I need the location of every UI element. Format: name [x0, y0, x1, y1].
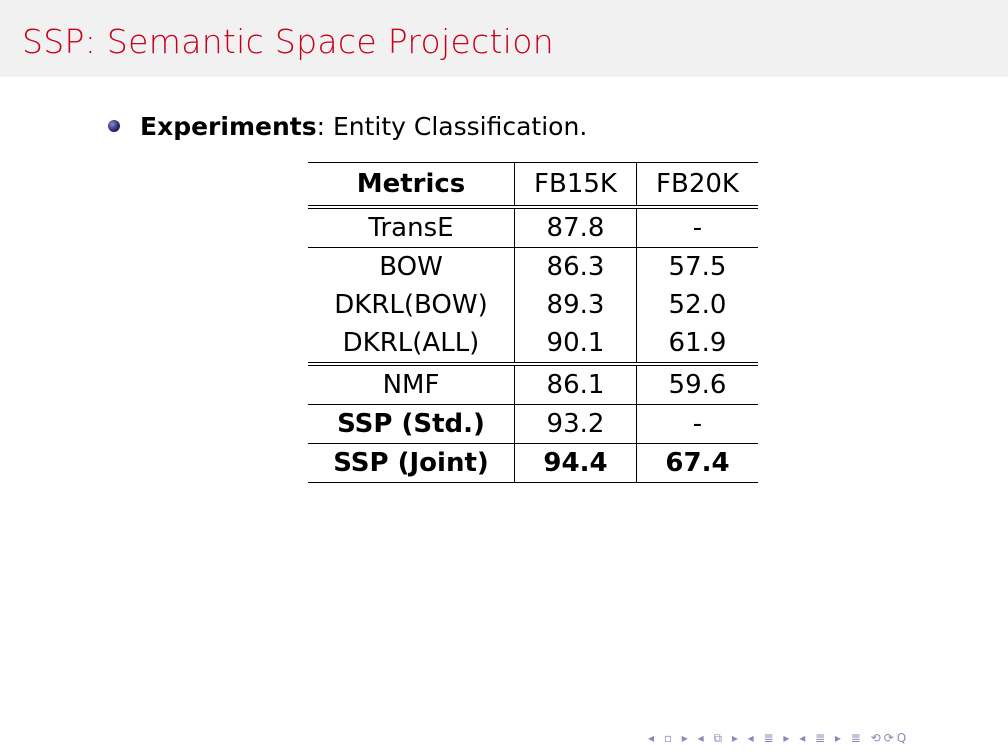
row-fb15k: 93.2: [514, 404, 637, 444]
row-method: DKRL(BOW): [308, 286, 515, 324]
row-fb20k: 61.9: [636, 324, 758, 366]
row-fb15k: 86.3: [514, 247, 637, 286]
row-fb20k: 59.6: [636, 364, 758, 405]
table-row: TransE 87.8 -: [308, 207, 758, 248]
table-row: DKRL(ALL) 90.1 61.9: [308, 324, 758, 366]
header-metrics: Metrics: [308, 162, 515, 209]
bullet-rest-label: : Entity Classification.: [316, 112, 588, 141]
slide-header: SSP: Semantic Space Projection: [0, 0, 1008, 77]
row-fb20k: 52.0: [668, 290, 727, 320]
row-method: SSP (Joint): [308, 443, 515, 483]
table-row: NMF 86.1 59.6: [308, 364, 758, 405]
table-row: DKRL(BOW) 89.3 52.0: [308, 286, 758, 324]
row-method: NMF: [308, 364, 515, 405]
bullet-bold-label: Experiments: [140, 112, 317, 141]
row-method: BOW: [308, 247, 515, 286]
row-fb15k: 87.8: [514, 207, 637, 248]
row-method: SSP (Std.): [308, 404, 515, 444]
row-fb20k: -: [636, 404, 758, 444]
table-header-row: Metrics FB15K FB20K: [308, 162, 758, 209]
bullet-text: Experiments: Entity Classification.: [140, 112, 587, 141]
table-row: BOW 86.3 57.5: [308, 247, 758, 286]
table-row: SSP (Std.) 93.2 -: [308, 404, 758, 444]
row-fb20k: -: [636, 207, 758, 248]
header-fb15k: FB15K: [514, 162, 637, 209]
beamer-navigation-icons[interactable]: ◂ ▫ ▸ ◂ ⧉ ▸ ◂ ≣ ▸ ◂ ≣ ▸ ≣ ⟲⟳Q: [648, 731, 910, 745]
row-fb15k: 94.4: [514, 443, 637, 483]
table-row: SSP (Joint) 94.4 67.4: [308, 443, 758, 483]
slide-title: SSP: Semantic Space Projection: [22, 22, 554, 61]
row-fb20k: 57.5: [668, 252, 727, 282]
row-fb15k: 89.3: [514, 286, 637, 324]
row-fb15k: 90.1: [514, 324, 637, 366]
row-fb15k: 86.1: [514, 364, 637, 405]
header-fb20k: FB20K: [636, 162, 758, 209]
bullet-icon: [108, 120, 120, 132]
results-table: Metrics FB15K FB20K TransE 87.8 - BOW 86…: [308, 162, 758, 483]
row-fb20k: 67.4: [636, 443, 758, 483]
row-method: TransE: [308, 207, 515, 248]
row-method: DKRL(ALL): [308, 324, 515, 366]
